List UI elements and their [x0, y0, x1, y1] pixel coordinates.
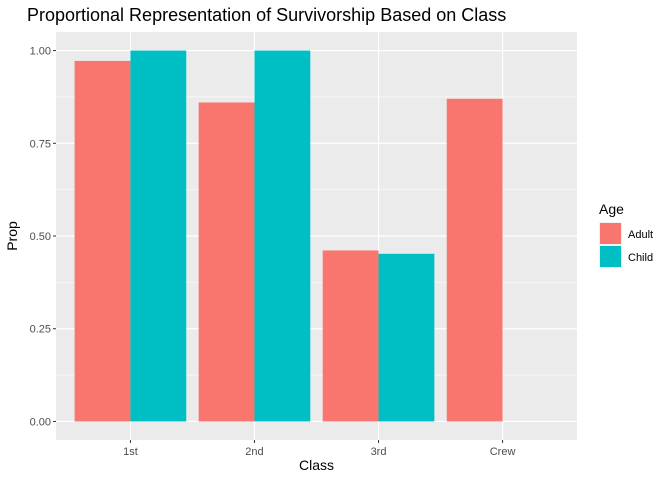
x-axis-ticks: 1st 2nd 3rd Crew	[123, 440, 515, 458]
bars	[74, 50, 503, 422]
legend-title: Age	[599, 201, 624, 217]
bar-adult-3rd	[322, 250, 379, 422]
y-axis-title: Prop	[4, 221, 20, 251]
x-tick-label: 2nd	[245, 446, 263, 458]
legend-swatch-child	[600, 246, 621, 267]
y-tick-label: 0.25	[30, 324, 51, 336]
x-tick-label: 3rd	[371, 446, 387, 458]
bar-adult-2nd	[198, 102, 255, 422]
y-tick-label: 0.75	[30, 138, 51, 150]
x-axis-title: Class	[299, 457, 334, 473]
y-axis-ticks: 0.00 0.25 0.50 0.75 1.00	[30, 46, 56, 428]
x-tick-label: Crew	[490, 446, 516, 458]
chart-title: Proportional Representation of Survivors…	[27, 5, 506, 25]
y-tick-label: 0.50	[30, 231, 51, 243]
bar-adult-crew	[446, 98, 503, 422]
legend: Age Adult Child	[599, 201, 653, 268]
bar-adult-1st	[74, 60, 131, 422]
legend-swatch-adult	[600, 223, 621, 244]
bar-child-3rd	[378, 253, 435, 422]
bar-child-2nd	[254, 50, 311, 422]
legend-label-adult: Adult	[628, 229, 653, 241]
bar-child-1st	[130, 50, 187, 422]
y-tick-label: 1.00	[30, 46, 51, 58]
x-tick-label: 1st	[123, 446, 138, 458]
y-tick-label: 0.00	[30, 416, 51, 428]
legend-label-child: Child	[628, 252, 653, 264]
